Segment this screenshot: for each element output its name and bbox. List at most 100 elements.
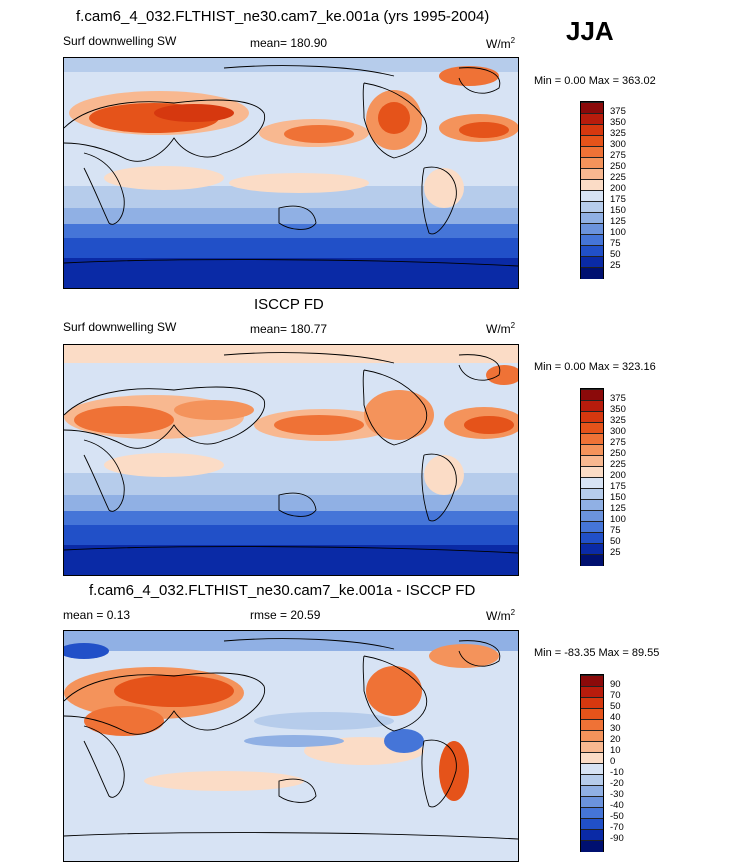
colorbar-tick-label: 0 [610,756,616,767]
colorbar-tick-label: 350 [610,404,626,415]
colorbar-swatch [581,411,603,423]
colorbar-swatch [581,686,603,698]
colorbar-swatch [581,433,603,445]
colorbar-swatch [581,499,603,511]
panel-2-map [63,344,519,576]
colorbar-tick-label: 125 [610,503,626,514]
panel-3-units: W/m2 [486,608,516,623]
colorbar-swatch [581,488,603,500]
panel-3-mean-label: mean = 0.13 [63,608,131,622]
colorbar-swatch [581,157,603,169]
colorbar-swatch [581,422,603,434]
colorbar-swatch [581,267,603,279]
colorbar-swatch [581,521,603,533]
panel-2-heatmap [64,345,518,575]
panel-3-map [63,630,519,862]
panel-1-units: W/m2 [486,36,516,51]
colorbar-tick-label: 90 [610,679,621,690]
colorbar-swatch [581,212,603,224]
colorbar-swatch [581,113,603,125]
colorbar-tick-label: 75 [610,238,621,249]
colorbar-tick-label: 375 [610,393,626,404]
colorbar-tick-label: 20 [610,734,621,745]
colorbar-tick-label: 175 [610,481,626,492]
colorbar-tick-label: -40 [610,800,624,811]
colorbar-tick-label: 125 [610,216,626,227]
panel-3-minmax: Min = -83.35 Max = 89.55 [534,647,660,659]
colorbar-swatch [581,752,603,764]
colorbar-tick-label: 10 [610,745,621,756]
colorbar-swatch [581,741,603,753]
colorbar-swatch [581,719,603,731]
panel-2-units: W/m2 [486,321,516,336]
panel-3-title: f.cam6_4_032.FLTHIST_ne30.cam7_ke.001a -… [89,582,476,599]
colorbar-tick-label: -90 [610,833,624,844]
colorbar-swatch [581,675,603,687]
colorbar-tick-label: 175 [610,194,626,205]
panel-1-mean-label: mean= 180.90 [250,36,328,50]
colorbar-tick-label: 325 [610,415,626,426]
season-label: JJA [566,16,614,46]
colorbar-tick-label: 25 [610,260,621,271]
colorbar-swatch [581,234,603,246]
colorbar-swatch [581,146,603,158]
colorbar-swatch [581,554,603,566]
colorbar-swatch [581,730,603,742]
panel-1-minmax: Min = 0.00 Max = 363.02 [534,75,656,87]
colorbar-swatch [581,466,603,478]
colorbar-swatch [581,543,603,555]
colorbar-tick-label: 200 [610,183,626,194]
colorbar-tick-label: 350 [610,117,626,128]
colorbar-tick-label: 250 [610,161,626,172]
colorbar-tick-label: 100 [610,514,626,525]
panel-2-colorbar-boxes [580,388,604,566]
colorbar-swatch [581,532,603,544]
colorbar-tick-label: 150 [610,492,626,503]
colorbar-tick-label: -10 [610,767,624,778]
panel-1-colorbar-boxes [580,101,604,279]
colorbar-swatch [581,807,603,819]
colorbar-tick-label: 200 [610,470,626,481]
colorbar-swatch [581,400,603,412]
panel-3-heatmap [64,631,518,861]
colorbar-tick-label: 40 [610,712,621,723]
colorbar-swatch [581,774,603,786]
colorbar-swatch [581,245,603,257]
colorbar-swatch [581,708,603,720]
colorbar-swatch [581,444,603,456]
panel-1-title: f.cam6_4_032.FLTHIST_ne30.cam7_ke.001a (… [76,8,490,25]
colorbar-tick-label: 300 [610,426,626,437]
colorbar-swatch [581,763,603,775]
panel-2-mean-label: mean= 180.77 [250,322,328,336]
colorbar-swatch [581,840,603,852]
colorbar-tick-label: 25 [610,547,621,558]
panel-1-map [63,57,519,289]
colorbar-tick-label: 275 [610,150,626,161]
colorbar-swatch [581,256,603,268]
colorbar-tick-label: 50 [610,536,621,547]
colorbar-tick-label: 50 [610,701,621,712]
colorbar-swatch [581,796,603,808]
colorbar-swatch [581,102,603,114]
colorbar-tick-label: 250 [610,448,626,459]
panel-1-field-label: Surf downwelling SW [63,34,177,48]
colorbar-swatch [581,135,603,147]
colorbar-swatch [581,510,603,522]
panel-2-field-label: Surf downwelling SW [63,320,177,334]
colorbar-tick-label: -50 [610,811,624,822]
panel-3-colorbar-boxes [580,674,604,852]
colorbar-swatch [581,190,603,202]
colorbar-swatch [581,785,603,797]
panel-2-title: ISCCP FD [254,296,324,313]
colorbar-tick-label: 375 [610,106,626,117]
colorbar-tick-label: 50 [610,249,621,260]
colorbar-swatch [581,818,603,830]
panel-1-heatmap [64,58,518,288]
colorbar-swatch [581,223,603,235]
colorbar-tick-label: 100 [610,227,626,238]
colorbar-swatch [581,389,603,401]
colorbar-tick-label: 225 [610,172,626,183]
colorbar-tick-label: 325 [610,128,626,139]
colorbar-tick-label: 225 [610,459,626,470]
colorbar-swatch [581,697,603,709]
